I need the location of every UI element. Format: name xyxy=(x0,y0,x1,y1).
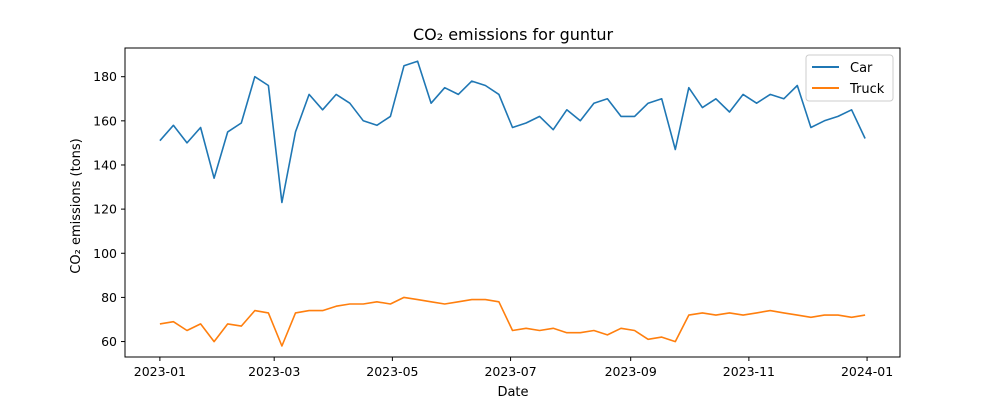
legend-label-truck: Truck xyxy=(849,82,885,97)
y-tick-label: 180 xyxy=(93,69,117,84)
y-tick-label: 100 xyxy=(93,246,117,261)
x-tick-label: 2023-05 xyxy=(366,364,418,379)
series-layer xyxy=(159,60,866,347)
x-tick-label: 2023-01 xyxy=(134,364,186,379)
y-tick-label: 140 xyxy=(93,157,117,172)
legend: Car Truck xyxy=(805,54,894,102)
y-tick-label: 80 xyxy=(101,290,117,305)
x-tick-label: 2023-03 xyxy=(248,364,300,379)
x-axis: 2023-01 2023-03 2023-05 2023-07 2023-09 2023-… xyxy=(134,357,893,379)
x-tick-label: 2023-07 xyxy=(484,364,536,379)
y-tick-label: 60 xyxy=(101,334,117,349)
x-axis-label: Date xyxy=(497,385,528,400)
series-line-truck xyxy=(159,296,866,347)
x-tick-label: 2024-01 xyxy=(841,364,893,379)
legend-label-car: Car xyxy=(850,61,873,76)
x-tick-label: 2023-11 xyxy=(723,364,775,379)
plot-area-frame xyxy=(124,47,901,358)
y-tick-label: 120 xyxy=(93,202,117,217)
y-tick-label: 160 xyxy=(93,113,117,128)
series-line-car xyxy=(159,60,866,204)
x-tick-label: 2023-09 xyxy=(605,364,657,379)
y-axis: 60 80 100 120 140 160 180 xyxy=(93,69,125,349)
chart-title: CO₂ emissions for guntur xyxy=(413,25,614,44)
y-axis-label: CO₂ emissions (tons) xyxy=(69,138,84,273)
